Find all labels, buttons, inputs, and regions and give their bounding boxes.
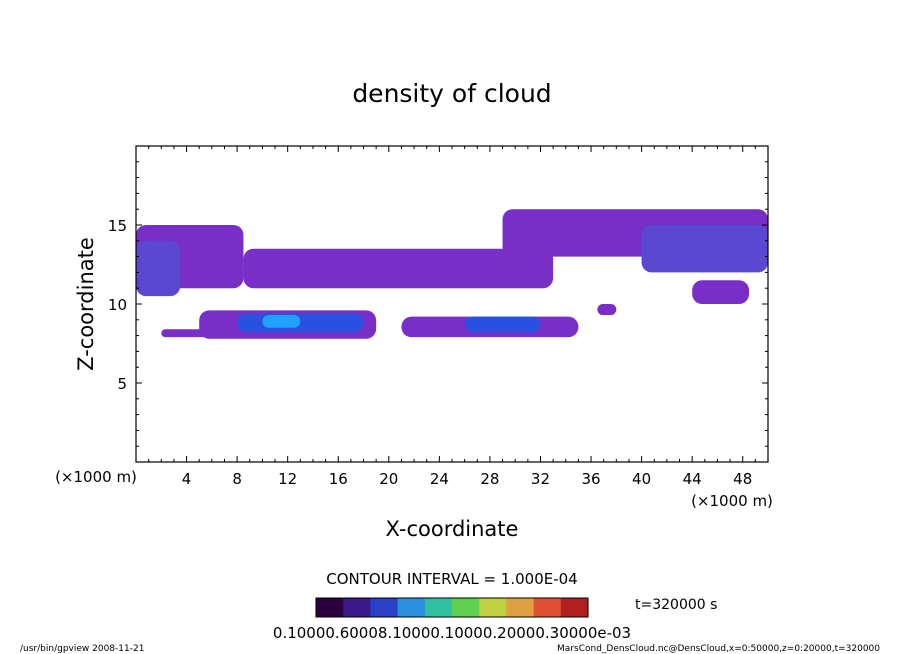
colorbar-swatch [569,598,580,617]
colorbar-swatch [397,598,408,617]
colorbar-swatch [424,598,435,617]
colorbar-swatch [560,598,571,617]
colorbar-swatch [551,598,562,617]
density-region-12 [464,316,541,333]
x-tick-label: 20 [379,470,398,488]
colorbar-swatch [515,598,526,617]
density-region-13 [597,304,617,316]
colorbar-swatch [352,598,362,617]
axis-ticks [136,146,768,462]
chart-title: density of cloud [352,79,551,108]
colorbar-swatch [370,598,380,617]
colorbar-swatch [343,598,353,617]
plot-frame [135,145,769,463]
colorbar-swatch [533,598,544,617]
x-tick-label: 8 [232,470,242,488]
colorbar-swatch [379,598,390,617]
colorbar-swatch [388,598,399,617]
colorbar-frame [315,597,589,618]
colorbar-swatch [488,598,498,617]
contour-interval: CONTOUR INTERVAL = 1.000E-04 [326,570,577,588]
colorbar-swatch [524,598,535,617]
colorbar-swatch [479,598,489,617]
colorbar-swatch [452,598,462,617]
x-tick-label: 16 [329,470,348,488]
colorbar-swatch [361,598,371,617]
colorbar-swatch [497,598,507,617]
colorbar-swatch [334,598,344,617]
density-region-3 [243,248,554,289]
colorbar-swatch [325,598,335,617]
colorbar-swatch [461,598,471,617]
x-tick-label: 40 [632,470,651,488]
y-tick-label: 15 [108,217,127,235]
density-region-5 [641,225,768,273]
footer-right: MarsCond_DensCloud.nc@DensCloud,x=0:5000… [557,644,880,654]
density-region-2 [136,240,181,297]
colorbar [316,598,589,617]
x-tick-label: 36 [581,470,600,488]
x-tick-label: 32 [531,470,550,488]
colorbar-swatch [506,598,516,617]
x-axis-label: X-coordinate [386,517,519,541]
colorbar-swatch [433,598,444,617]
colorbar-swatch [415,598,426,617]
x-tick-label: 28 [480,470,499,488]
colorbar-swatch [406,598,417,617]
colorbar-swatch [470,598,480,617]
y-tick-label: 10 [108,296,127,314]
density-region-10 [262,315,301,328]
density-region-6 [692,280,750,304]
colorbar-swatch [578,598,589,617]
footer-left: /usr/bin/gpview 2008-11-21 [20,644,144,654]
colorbar-swatch [442,598,453,617]
y-tick-label: 5 [117,375,127,393]
x-tick-label: 44 [683,470,702,488]
x-tick-label: 4 [182,470,192,488]
y-axis-label: Z-coordinate [74,237,98,371]
cloud-density-field [136,209,768,339]
x-tick-label: 48 [733,470,752,488]
x-tick-label: 24 [430,470,449,488]
colorbar-labels: 0.10000.60008.10000.10000.20000.30000e-0… [273,624,631,642]
x-units-left: (×1000 m) [55,468,137,486]
x-units-right: (×1000 m) [691,492,773,510]
colorbar-swatch [316,598,326,617]
time-label: t=320000 s [635,597,717,613]
x-tick-label: 12 [278,470,297,488]
density-region-9 [237,313,364,333]
colorbar-swatch [542,598,553,617]
